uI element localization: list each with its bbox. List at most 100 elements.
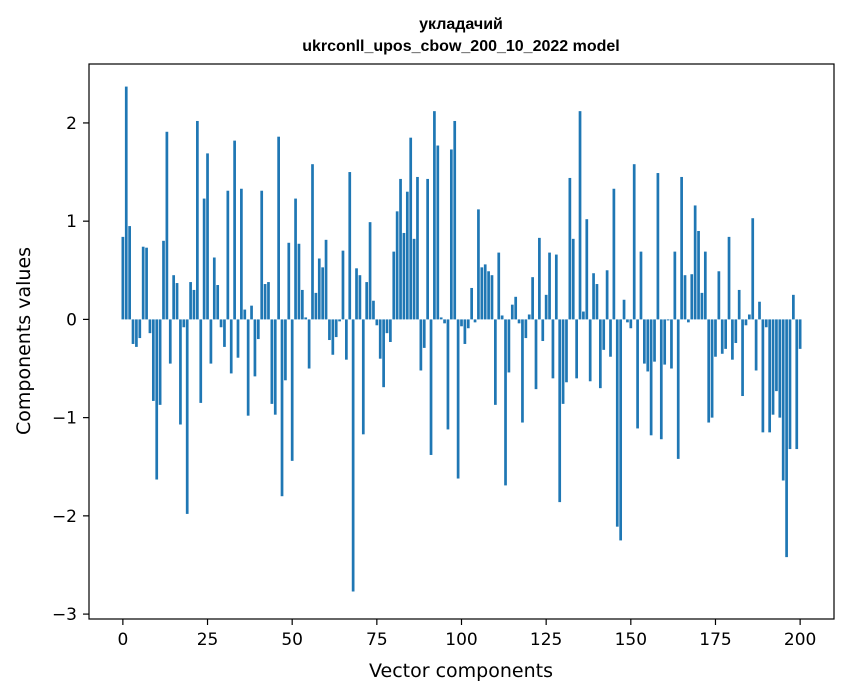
bar-122 xyxy=(534,319,538,390)
bar-184 xyxy=(744,319,748,326)
bar-183 xyxy=(741,319,744,397)
bar-182 xyxy=(737,289,741,320)
bar-162 xyxy=(670,319,673,369)
bar-115 xyxy=(510,304,514,320)
bar-116 xyxy=(514,296,518,320)
bar-22 xyxy=(196,120,199,320)
bar-174 xyxy=(710,319,714,418)
bar-71 xyxy=(361,319,365,435)
bar-52 xyxy=(297,243,301,320)
y-tick-label: −3 xyxy=(52,605,77,625)
bar-46 xyxy=(277,136,280,320)
bar-198 xyxy=(792,294,795,320)
bar-172 xyxy=(703,251,707,320)
bar-73 xyxy=(368,222,372,320)
bar-161 xyxy=(666,319,670,321)
bar-107 xyxy=(483,264,487,320)
bar-35 xyxy=(240,188,243,320)
bar-103 xyxy=(470,287,474,320)
x-tick-label: 150 xyxy=(615,630,647,650)
bar-104 xyxy=(473,319,477,323)
bar-98 xyxy=(453,120,457,320)
bar-142 xyxy=(602,319,606,350)
bar-94 xyxy=(439,317,443,320)
bar-111 xyxy=(497,252,501,320)
bar-23 xyxy=(199,319,203,403)
bar-186 xyxy=(751,218,755,320)
bar-87 xyxy=(416,176,419,320)
bar-105 xyxy=(477,209,480,320)
y-tick-label: 2 xyxy=(66,114,77,134)
bar-143 xyxy=(605,270,609,320)
bar-0 xyxy=(121,236,125,320)
bar-139 xyxy=(592,273,595,320)
bar-145 xyxy=(612,188,616,320)
bar-19 xyxy=(185,319,189,514)
x-tick-label: 25 xyxy=(197,630,219,650)
bar-188 xyxy=(758,301,761,320)
bar-43 xyxy=(267,282,270,320)
bar-118 xyxy=(521,319,524,423)
bar-10 xyxy=(155,319,159,480)
bar-88 xyxy=(419,319,423,371)
bars-group xyxy=(121,86,802,592)
bar-60 xyxy=(324,239,328,320)
bar-117 xyxy=(517,319,521,324)
bar-70 xyxy=(358,275,362,320)
bar-170 xyxy=(697,230,700,320)
bar-38 xyxy=(250,305,253,320)
bar-152 xyxy=(636,319,639,429)
bar-193 xyxy=(775,319,778,392)
bar-96 xyxy=(446,319,450,430)
bar-156 xyxy=(649,319,653,436)
x-tick-label: 100 xyxy=(445,630,477,650)
bar-85 xyxy=(409,137,413,320)
bar-18 xyxy=(182,319,186,328)
bar-17 xyxy=(179,319,182,425)
bar-189 xyxy=(761,319,765,433)
bar-135 xyxy=(578,111,582,320)
bar-45 xyxy=(273,319,277,415)
y-tick-label: −1 xyxy=(52,409,77,429)
bar-154 xyxy=(643,319,646,364)
bar-195 xyxy=(781,319,785,481)
x-axis-ticks: 0 25 50 75 100 125 150 175 200 xyxy=(117,619,816,650)
bar-129 xyxy=(558,319,562,503)
bar-108 xyxy=(487,271,490,320)
y-tick-label: −2 xyxy=(52,507,77,527)
bar-48 xyxy=(284,319,287,381)
bar-176 xyxy=(717,271,721,320)
bar-171 xyxy=(700,292,704,320)
bar-151 xyxy=(632,164,636,320)
bar-101 xyxy=(463,319,467,344)
bar-187 xyxy=(754,319,758,371)
bar-9 xyxy=(151,319,155,401)
bar-36 xyxy=(243,309,247,320)
bar-4 xyxy=(135,319,138,347)
bar-180 xyxy=(731,319,734,360)
bar-61 xyxy=(328,319,331,341)
bar-196 xyxy=(785,319,788,558)
bar-138 xyxy=(588,319,592,382)
bar-159 xyxy=(659,319,663,440)
y-tick-label: 0 xyxy=(66,310,77,330)
bar-51 xyxy=(294,198,297,320)
bar-89 xyxy=(422,319,426,348)
bar-175 xyxy=(714,319,717,357)
bar-120 xyxy=(527,314,531,320)
bar-178 xyxy=(724,319,727,349)
bar-83 xyxy=(402,232,406,320)
bar-192 xyxy=(771,319,775,415)
bar-100 xyxy=(460,319,463,327)
bar-124 xyxy=(541,319,545,342)
bar-62 xyxy=(331,319,335,355)
bar-177 xyxy=(720,319,724,354)
bar-42 xyxy=(263,284,267,320)
bar-93 xyxy=(436,145,440,320)
bar-141 xyxy=(598,319,602,389)
bar-64 xyxy=(338,319,341,322)
bar-58 xyxy=(317,258,321,320)
bar-163 xyxy=(673,251,677,320)
bar-68 xyxy=(351,319,355,592)
